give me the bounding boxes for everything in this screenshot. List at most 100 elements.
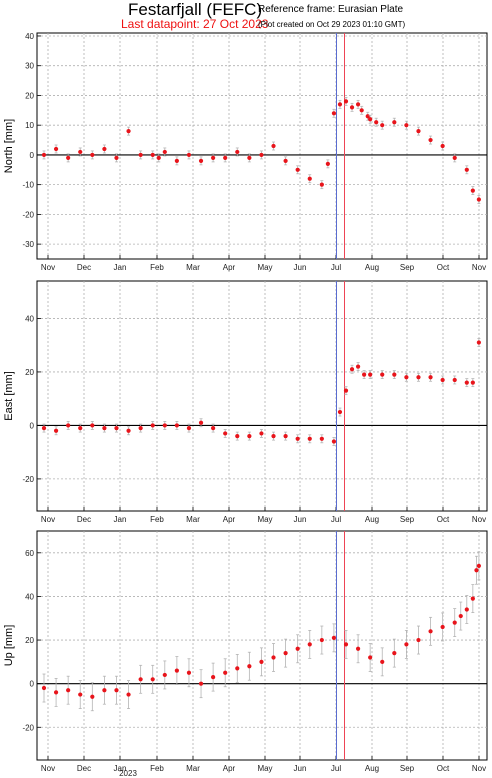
data-point: [374, 120, 379, 125]
data-point: [126, 129, 131, 134]
data-point: [223, 670, 228, 675]
x-tick-label: Jul: [331, 764, 341, 773]
data-point: [464, 167, 469, 172]
data-point: [162, 672, 167, 678]
data-point: [186, 670, 192, 675]
data-point: [156, 155, 161, 160]
x-tick-label: Feb: [150, 515, 164, 524]
data-point: [440, 143, 445, 149]
x-tick-label: Sep: [400, 515, 415, 524]
x-tick-label: Jun: [294, 515, 307, 524]
data-point: [428, 137, 433, 143]
x-tick-label: Jun: [294, 263, 307, 272]
x-tick-label: Apr: [223, 263, 236, 272]
data-point: [392, 120, 397, 125]
data-point: [90, 152, 95, 158]
y-tick-label: 60: [25, 549, 34, 558]
data-point: [452, 377, 457, 383]
data-point: [416, 129, 421, 134]
data-point: [464, 607, 469, 612]
y-tick-label: 0: [30, 680, 35, 689]
data-point: [271, 143, 276, 149]
data-point: [271, 434, 276, 439]
data-point: [319, 182, 324, 187]
y-tick-label: 30: [25, 62, 34, 71]
data-point: [235, 666, 240, 671]
data-point: [198, 420, 204, 425]
data-point: [404, 642, 409, 647]
data-point: [331, 635, 337, 640]
data-point: [102, 688, 107, 693]
data-point: [259, 659, 264, 664]
data-point: [211, 675, 216, 680]
x-tick-label: Mar: [186, 515, 200, 524]
x-tick-label: Dec: [77, 515, 91, 524]
data-point: [349, 105, 355, 110]
data-point: [355, 646, 361, 651]
data-point: [114, 688, 119, 693]
data-point: [452, 155, 457, 160]
data-point: [235, 434, 240, 439]
x-tick-label: May: [257, 764, 272, 773]
last-datapoint-label: Last datapoint: 27 Oct 2023: [121, 17, 269, 31]
data-point: [392, 651, 397, 656]
x-tick-label: Oct: [437, 263, 450, 272]
y-tick-label: 20: [25, 368, 34, 377]
reference-frame-label: Reference frame: Eurasian Plate: [258, 4, 404, 15]
data-point: [307, 176, 312, 181]
plot-frame: [36, 530, 488, 761]
data-point: [150, 152, 155, 158]
x-tick-label: Jan: [114, 764, 127, 773]
x-tick-label: Dec: [77, 764, 91, 773]
y-tick-label: -20: [22, 210, 34, 219]
data-point: [337, 102, 343, 107]
x-tick-label: Mar: [186, 764, 200, 773]
data-point: [416, 637, 421, 643]
data-point: [78, 425, 83, 431]
data-point: [162, 149, 167, 155]
data-point: [53, 146, 59, 152]
x-tick-label: Aug: [365, 515, 379, 524]
data-point: [428, 629, 433, 634]
data-point: [186, 425, 192, 431]
x-tick-label: Feb: [150, 263, 164, 272]
x-tick-label: Nov: [41, 515, 55, 524]
data-point: [223, 155, 228, 160]
data-point: [150, 677, 155, 682]
data-point: [392, 372, 397, 377]
data-point: [325, 161, 330, 166]
x-tick-label: Oct: [437, 515, 450, 524]
data-point: [355, 364, 361, 369]
data-point: [440, 377, 445, 383]
y-tick-label: -20: [22, 723, 34, 732]
data-point: [337, 409, 343, 415]
data-point: [53, 428, 59, 433]
data-point: [211, 155, 216, 160]
data-point: [464, 380, 469, 385]
data-point: [343, 99, 349, 104]
data-point: [458, 613, 463, 619]
data-point: [470, 188, 475, 193]
data-point: [102, 146, 107, 152]
x-tick-label: Sep: [400, 263, 415, 272]
y-tick-label: 40: [25, 32, 34, 41]
data-point: [102, 425, 107, 431]
data-point: [66, 688, 71, 693]
data-point: [319, 436, 324, 441]
y-axis-label: North [mm]: [3, 119, 15, 173]
data-point: [126, 428, 131, 433]
data-point: [41, 685, 47, 691]
chart-title: Festarfjall (FEFC): [128, 0, 263, 19]
plot-created-label: (Plot created on Oct 29 2023 01:10 GMT): [258, 20, 406, 29]
panel-north: Nov Dec Jan Feb Mar Apr May Jun Jul Aug Sep Oct Nov -…: [3, 32, 488, 272]
data-point: [114, 425, 119, 431]
x-tick-label: Nov: [41, 764, 55, 773]
y-tick-label: 40: [25, 592, 34, 601]
data-point: [380, 659, 385, 664]
data-point: [150, 423, 155, 428]
data-point: [368, 655, 373, 660]
data-point: [319, 637, 324, 643]
data-point: [476, 563, 481, 568]
data-point: [343, 642, 349, 647]
